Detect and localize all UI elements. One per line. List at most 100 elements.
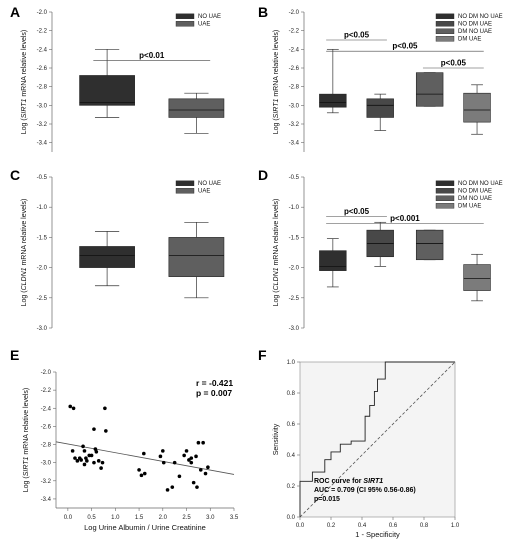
legend-swatch bbox=[435, 195, 455, 202]
panel-label: D bbox=[258, 167, 268, 183]
legend-swatch bbox=[435, 28, 455, 34]
legend-swatch bbox=[435, 13, 455, 20]
y-axis-label: Log (SIRT1 mRNA relative levels) bbox=[23, 388, 30, 493]
data-point bbox=[172, 460, 177, 465]
y-tick-label: -2.2 bbox=[37, 29, 48, 35]
y-axis-label: Log (SIRT1 mRNA relative levels) bbox=[21, 30, 28, 135]
data-point bbox=[103, 406, 107, 411]
panel-label: C bbox=[10, 167, 20, 183]
data-point bbox=[203, 471, 208, 476]
data-point bbox=[184, 449, 189, 453]
x-tick-label: 0.0 bbox=[64, 515, 73, 521]
y-tick-label: -2.6 bbox=[41, 424, 52, 430]
y-tick-label: -3.0 bbox=[41, 461, 52, 467]
data-point bbox=[201, 440, 205, 445]
box-1 bbox=[79, 48, 135, 118]
box-iqr bbox=[168, 98, 225, 118]
data-point bbox=[194, 454, 198, 459]
legend-label: DM NO UAE bbox=[458, 196, 492, 202]
roc-annotation-title: ROC curve for SIRT1 bbox=[314, 478, 383, 485]
y-tick-label: -1.0 bbox=[37, 205, 48, 211]
y-tick-label: -0.5 bbox=[289, 175, 300, 181]
data-point bbox=[161, 449, 165, 453]
data-point bbox=[198, 468, 203, 472]
y-tick-label: -1.0 bbox=[289, 205, 300, 211]
data-point bbox=[99, 466, 103, 470]
y-tick-label: 0.4 bbox=[287, 453, 296, 459]
y-tick-label: -2.2 bbox=[289, 29, 300, 35]
x-axis-label: Log Urine Albumin / Urine Creatinine bbox=[84, 523, 206, 532]
y-tick-label: -2.4 bbox=[289, 47, 300, 53]
box-1 bbox=[79, 231, 135, 287]
data-point bbox=[70, 449, 75, 453]
reference-line bbox=[299, 361, 456, 518]
y-tick-label: -3.4 bbox=[41, 497, 52, 503]
box-2 bbox=[168, 92, 225, 134]
panel-a: A -2.0 -2.2 -2.4 -2.6 -2.8 -3.0 -3.2 -3.4 Log (SI… bbox=[10, 4, 225, 152]
data-point bbox=[104, 429, 108, 433]
x-tick-label: 0.6 bbox=[389, 523, 398, 529]
data-point bbox=[139, 473, 144, 478]
panel-e: E -2.0 -2.2 -2.4 -2.6 -2.8 -3.0 -3.2 -3.4 Log (SI… bbox=[10, 347, 239, 532]
legend-label: NO UAE bbox=[198, 14, 221, 20]
y-tick-label: -2.0 bbox=[37, 10, 48, 16]
y-tick-label: -3.4 bbox=[289, 141, 300, 147]
legend-label: NO DM NO UAE bbox=[458, 14, 503, 20]
data-point bbox=[92, 460, 96, 465]
significance-label: p<0.05 bbox=[441, 59, 467, 68]
box-iqr bbox=[79, 75, 135, 106]
y-tick-label: -3.0 bbox=[37, 326, 48, 332]
legend-label: UAE bbox=[198, 22, 210, 28]
significance-label: p<0.05 bbox=[344, 207, 370, 216]
y-tick-label: -3.2 bbox=[41, 479, 52, 485]
legend-swatch bbox=[175, 21, 195, 27]
data-point bbox=[189, 460, 194, 465]
panel-d: D -0.5 -1.0 -1.5 -2.0 -2.5 -3.0 Log (CLDN1 mRNA… bbox=[258, 167, 503, 332]
x-tick-label: 0.4 bbox=[358, 523, 367, 529]
legend-swatch bbox=[435, 180, 455, 187]
legend-swatch bbox=[175, 188, 195, 194]
y-tick-label: -1.5 bbox=[37, 235, 48, 241]
roc-annotation-p: p=0.015 bbox=[314, 496, 340, 503]
y-tick-label: -3.2 bbox=[37, 122, 48, 128]
roc-annotation-auc: AUC = 0.709 (CI 95% 0.56-0.86) bbox=[314, 487, 416, 494]
legend-swatch bbox=[435, 21, 455, 27]
x-tick-label: 0.2 bbox=[327, 523, 336, 529]
y-tick-label: -2.5 bbox=[37, 296, 48, 302]
legend: NO UAE UAE bbox=[175, 180, 221, 195]
y-tick-label: -2.0 bbox=[289, 266, 300, 272]
y-tick-label: -3.0 bbox=[289, 326, 300, 332]
box-1 bbox=[319, 238, 347, 288]
correlation-r: r = -0.421 bbox=[196, 378, 233, 388]
legend-label: NO DM NO UAE bbox=[458, 181, 503, 187]
box-2 bbox=[366, 221, 394, 267]
data-point bbox=[89, 453, 94, 458]
panel-label: B bbox=[258, 4, 268, 20]
regression-line bbox=[55, 441, 235, 475]
x-tick-label: 3.5 bbox=[230, 515, 239, 521]
y-tick-label: -0.5 bbox=[37, 175, 48, 181]
panel-b: B -2.0 -2.2 -2.4 -2.6 -2.8 -3.0 -3.2 -3.4 Log (SI… bbox=[258, 4, 503, 152]
significance-label: p<0.001 bbox=[390, 214, 420, 223]
data-point bbox=[73, 456, 77, 460]
y-axis-label: Log (CLDN1 mRNA relative levels) bbox=[273, 199, 280, 307]
y-tick-label: -2.4 bbox=[37, 47, 48, 53]
legend-label: DM UAE bbox=[458, 37, 481, 43]
legend-swatch bbox=[435, 36, 455, 42]
data-point bbox=[158, 454, 163, 459]
legend-label: NO UAE bbox=[198, 181, 221, 187]
data-point bbox=[206, 465, 210, 470]
y-tick-label: -2.8 bbox=[37, 85, 48, 91]
y-tick-label: 1.0 bbox=[287, 360, 296, 366]
y-tick-label: -2.8 bbox=[289, 85, 300, 91]
x-axis-label: 1 - Specificity bbox=[355, 530, 400, 539]
x-tick-label: 2.5 bbox=[182, 515, 191, 521]
data-point bbox=[142, 471, 147, 476]
data-point bbox=[96, 459, 101, 463]
y-tick-label: 0.0 bbox=[287, 515, 296, 521]
data-point bbox=[82, 462, 87, 467]
y-tick-label: -2.8 bbox=[41, 443, 52, 449]
